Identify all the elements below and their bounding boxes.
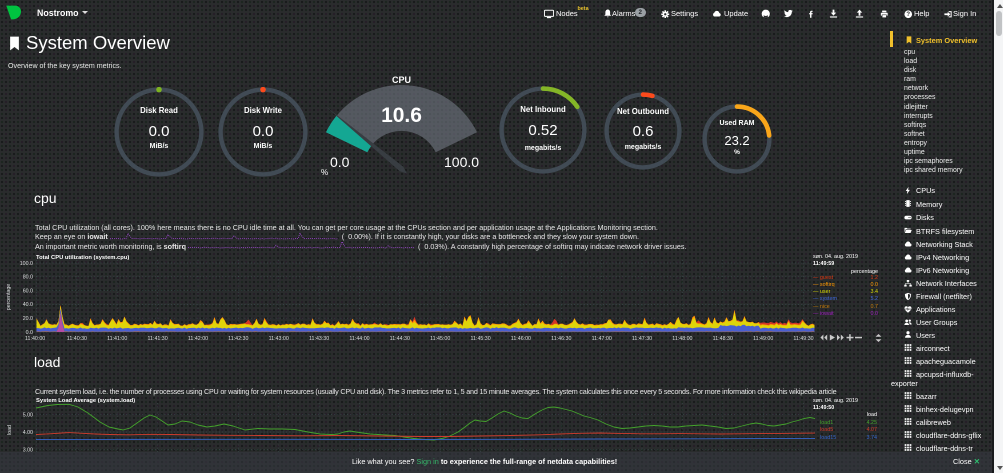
svg-text:11:44:00: 11:44:00 (349, 336, 369, 342)
svg-text:80.0: 80.0 (23, 275, 33, 281)
svg-text:11:45:00: 11:45:00 (430, 336, 450, 342)
svg-text:11:45:30: 11:45:30 (470, 336, 490, 342)
svg-text:0.0: 0.0 (26, 330, 33, 336)
svg-text:load: load (7, 425, 13, 435)
svg-text:5.00: 5.00 (23, 412, 33, 418)
svg-text:11:44:30: 11:44:30 (390, 336, 410, 342)
svg-text:11:43:00: 11:43:00 (269, 336, 289, 342)
svg-text:11:48:30: 11:48:30 (713, 336, 733, 342)
svg-text:11:49:30: 11:49:30 (793, 336, 813, 342)
svg-text:11:47:00: 11:47:00 (592, 336, 612, 342)
svg-text:60.0: 60.0 (23, 288, 33, 294)
svg-text:3.00: 3.00 (23, 447, 33, 453)
svg-text:11:41:00: 11:41:00 (107, 336, 127, 342)
svg-text:11:42:30: 11:42:30 (228, 336, 248, 342)
svg-text:4.00: 4.00 (23, 430, 33, 436)
svg-text:11:43:30: 11:43:30 (309, 336, 329, 342)
svg-text:11:40:30: 11:40:30 (67, 336, 87, 342)
svg-text:11:46:30: 11:46:30 (551, 336, 571, 342)
svg-text:11:49:00: 11:49:00 (753, 336, 773, 342)
svg-text:40.0: 40.0 (23, 302, 33, 308)
svg-text:11:40:00: 11:40:00 (25, 336, 45, 342)
svg-text:?: ? (906, 12, 910, 18)
svg-text:11:47:30: 11:47:30 (632, 336, 652, 342)
svg-text:11:42:00: 11:42:00 (188, 336, 208, 342)
svg-text:11:41:30: 11:41:30 (147, 336, 167, 342)
svg-text:11:48:00: 11:48:00 (672, 336, 692, 342)
svg-text:20.0: 20.0 (23, 316, 33, 322)
svg-text:percentage: percentage (6, 284, 12, 311)
svg-text:100.0: 100.0 (20, 261, 33, 267)
svg-text:11:46:00: 11:46:00 (511, 336, 531, 342)
